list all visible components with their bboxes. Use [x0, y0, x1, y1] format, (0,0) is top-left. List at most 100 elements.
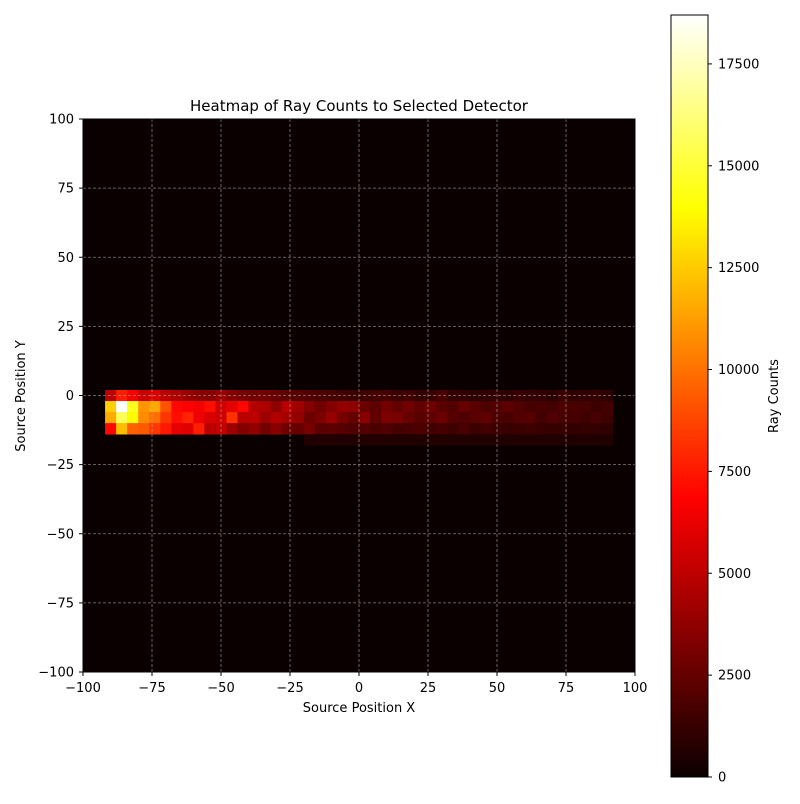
heatmap-cell	[215, 412, 227, 424]
heatmap-cell	[336, 412, 349, 424]
heatmap-cell	[524, 401, 536, 413]
heatmap-cell	[392, 412, 404, 424]
heatmap-cell	[502, 412, 514, 424]
heatmap-cell	[182, 412, 194, 424]
heatmap-cell	[359, 423, 371, 435]
heatmap-cell	[347, 412, 360, 424]
heatmap-cell	[513, 401, 525, 413]
heatmap-cell	[292, 412, 305, 424]
heatmap-cell	[204, 412, 216, 424]
heatmap-cell	[160, 401, 172, 413]
heatmap-cell	[425, 401, 437, 413]
heatmap-cell	[237, 401, 249, 413]
heatmap-cell	[314, 412, 327, 424]
heatmap-cell	[314, 401, 327, 413]
heatmap-cell	[436, 423, 448, 435]
colorbar-gradient	[670, 14, 709, 778]
heatmap-cell	[414, 412, 426, 424]
grid-lines	[83, 119, 635, 672]
colorbar: 0 2500 5000 7500 10000 12500 15000 17500 Ray Co…	[670, 14, 782, 786]
heatmap-cell	[370, 412, 382, 424]
heatmap-cell	[535, 423, 547, 435]
heatmap-cell	[226, 423, 238, 435]
heatmap-cell	[325, 412, 338, 424]
x-tick-label: −100	[65, 681, 101, 696]
heatmap-cell	[314, 423, 327, 435]
heatmap-cell	[182, 401, 194, 413]
heatmap-cell	[281, 389, 294, 402]
heatmap-cell	[414, 423, 426, 435]
heatmap-cell	[557, 423, 570, 435]
heatmap-cell	[546, 389, 559, 402]
heatmap-cell	[127, 389, 139, 402]
heatmap-cell	[557, 434, 570, 446]
heatmap-cell	[447, 412, 459, 424]
heatmap-cell	[248, 412, 260, 424]
heatmap-cell	[226, 389, 238, 402]
heatmap-cell	[325, 389, 338, 402]
heatmap-cell	[469, 423, 481, 435]
heatmap-cell	[458, 434, 470, 446]
heatmap-cell	[568, 401, 581, 413]
heatmap-cell	[480, 434, 492, 446]
heatmap-cell	[513, 412, 525, 424]
heatmap-cell	[270, 401, 283, 413]
heatmap-cell	[171, 423, 183, 435]
x-tick-label: 0	[355, 681, 363, 696]
heatmap-cell	[204, 423, 216, 435]
colorbar-tick-label: 7500	[718, 465, 751, 480]
heatmap-cell	[281, 401, 294, 413]
heatmap-cell	[127, 401, 139, 413]
y-axis-ticks: −100 −75 −50 −25 0 25 50 75 100	[38, 113, 83, 681]
heatmap-cell	[347, 423, 360, 435]
heatmap-cell	[590, 434, 603, 446]
heatmap-cell	[359, 434, 371, 446]
heatmap-cell	[480, 401, 492, 413]
heatmap-cell	[193, 401, 205, 413]
heatmap-cell	[480, 389, 492, 402]
heatmap-cell	[325, 423, 338, 435]
plot-area	[82, 118, 636, 673]
heatmap-cell	[436, 434, 448, 446]
x-tick-label: 25	[420, 681, 437, 696]
heatmap-cell	[601, 412, 614, 424]
heatmap-cell	[270, 412, 283, 424]
heatmap-cell	[458, 423, 470, 435]
heatmap-cell	[347, 434, 360, 446]
colorbar-label: Ray Counts	[767, 359, 782, 433]
heatmap-cell	[281, 423, 294, 435]
heatmap-cell	[105, 423, 117, 435]
heatmap-cell	[579, 434, 592, 446]
colorbar-tick-label: 17500	[718, 57, 759, 72]
heatmap-cell	[469, 434, 481, 446]
heatmap-cell	[116, 401, 128, 413]
colorbar-tick-label: 12500	[718, 261, 759, 276]
y-tick-label: 75	[57, 182, 74, 197]
heatmap-cell	[392, 423, 404, 435]
heatmap-cell	[535, 389, 547, 402]
heatmap-cell	[226, 401, 238, 413]
heatmap-cell	[502, 434, 514, 446]
heatmap-cell	[579, 401, 592, 413]
heatmap-cell	[281, 412, 294, 424]
heatmap-cell	[226, 412, 238, 424]
heatmap-cell	[535, 434, 547, 446]
colorbar-ticks: 0 2500 5000 7500 10000 12500 15000 17500	[708, 57, 759, 786]
heatmap-cell	[292, 401, 305, 413]
heatmap-cell	[237, 423, 249, 435]
heatmap-cell	[590, 412, 603, 424]
heatmap-cell	[513, 434, 525, 446]
heatmap-cell	[259, 423, 271, 435]
heatmap-cell	[590, 389, 603, 402]
heatmap-cell	[105, 401, 117, 413]
heatmap-cell	[127, 412, 139, 424]
heatmap-cell	[524, 412, 536, 424]
x-tick-label: −50	[207, 681, 234, 696]
heatmap-cell	[138, 423, 150, 435]
heatmap-cell	[502, 401, 514, 413]
heatmap-cell	[403, 434, 415, 446]
heatmap-cell	[601, 389, 614, 402]
heatmap-cell	[303, 412, 316, 424]
heatmap-cell	[160, 412, 172, 424]
y-tick-label: 50	[57, 251, 74, 266]
